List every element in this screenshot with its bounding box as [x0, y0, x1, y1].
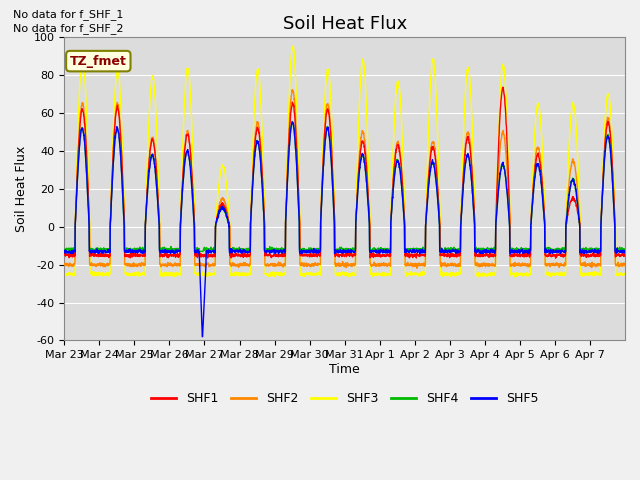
Text: No data for f_SHF_1: No data for f_SHF_1: [13, 9, 123, 20]
Title: Soil Heat Flux: Soil Heat Flux: [282, 15, 407, 33]
Text: No data for f_SHF_2: No data for f_SHF_2: [13, 23, 124, 34]
Text: TZ_fmet: TZ_fmet: [70, 55, 127, 68]
X-axis label: Time: Time: [329, 363, 360, 376]
Legend: SHF1, SHF2, SHF3, SHF4, SHF5: SHF1, SHF2, SHF3, SHF4, SHF5: [146, 387, 543, 410]
Y-axis label: Soil Heat Flux: Soil Heat Flux: [15, 146, 28, 232]
